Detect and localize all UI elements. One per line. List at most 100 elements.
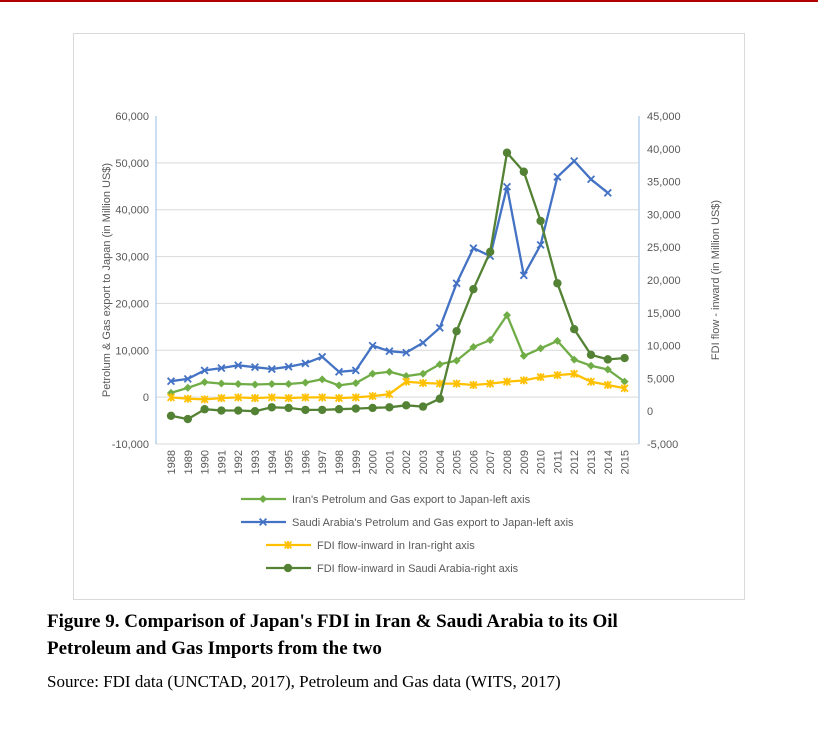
marker-diamond: [318, 375, 327, 384]
marker-diamond: [536, 344, 545, 353]
marker-diamond: [301, 378, 310, 387]
left-axis-tick-label: 40,000: [115, 205, 149, 217]
x-axis-tick-label: 1998: [334, 450, 346, 474]
marker-circle: [603, 355, 612, 364]
marker-diamond: [200, 378, 209, 387]
x-axis-tick-label: 2000: [368, 450, 380, 474]
series-line-0: [170, 313, 626, 395]
right-axis-title: FDI flow - inward (in Million US$): [710, 200, 722, 360]
marker-circle: [519, 167, 528, 176]
figure-source: Source: FDI data (UNCTAD, 2017), Petrole…: [47, 672, 561, 691]
right-axis-tick-label: 0: [647, 406, 653, 418]
marker-circle: [435, 394, 444, 403]
right-axis-tick-label: 20,000: [647, 275, 681, 287]
marker-circle: [553, 279, 562, 288]
marker-circle: [301, 405, 310, 415]
right-axis-tick-label: -5,000: [647, 439, 678, 451]
marker-circle: [586, 350, 596, 359]
left-axis-tick-label: 60,000: [115, 111, 149, 123]
marker-circle: [217, 406, 226, 415]
marker-x-stroke: [334, 367, 344, 376]
marker-diamond: [284, 380, 293, 389]
marker-x-stroke: [586, 175, 596, 184]
right-axis-tick-label: 5,000: [647, 373, 675, 385]
figure-caption: Figure 9. Comparison of Japan's FDI in I…: [47, 608, 777, 662]
marker-x-stroke: [519, 271, 528, 280]
marker-circle: [418, 402, 428, 411]
marker-x-stroke: [402, 348, 411, 357]
marker-diamond: [452, 356, 461, 365]
marker-x-stroke: [553, 172, 562, 181]
x-axis-tick-label: 2013: [586, 450, 598, 474]
marker-circle: [166, 411, 176, 420]
marker-circle: [570, 325, 579, 334]
marker-diamond: [620, 377, 629, 386]
marker-x-stroke: [603, 188, 612, 197]
legend-label: FDI flow-inward in Saudi Arabia-right ax…: [317, 563, 519, 575]
legend-label: FDI flow-inward in Iran-right axis: [317, 540, 475, 552]
marker-diamond: [351, 379, 360, 388]
marker-diamond: [435, 360, 444, 369]
marker-x-stroke: [418, 338, 428, 347]
marker-circle: [283, 563, 293, 573]
marker-circle: [368, 403, 377, 413]
marker-diamond: [251, 380, 259, 389]
marker-x-stroke: [570, 156, 579, 166]
marker-diamond: [234, 380, 243, 389]
marker-circle: [284, 403, 293, 413]
marker-x-stroke: [166, 377, 176, 386]
right-axis-tick-label: 40,000: [647, 144, 681, 156]
x-axis-tick-label: 1991: [216, 450, 228, 474]
marker-diamond: [259, 495, 267, 503]
marker-x-stroke: [318, 352, 327, 361]
chart-frame: 60,000 50,000 40,000 30,000 20,000 10,000 0 -10…: [73, 33, 745, 600]
x-axis-tick-label: 2010: [536, 450, 548, 474]
right-axis-tick-label: 45,000: [647, 111, 681, 123]
marker-x-stroke: [258, 517, 268, 527]
marker-circle: [469, 284, 478, 294]
figure-caption-line1: Figure 9. Comparison of Japan's FDI in I…: [47, 611, 618, 632]
x-axis-tick-label: 2002: [401, 450, 413, 474]
left-axis-tick-label: 0: [143, 392, 149, 404]
marker-x-stroke: [502, 182, 512, 191]
x-axis-tick-label: 2012: [569, 450, 581, 474]
x-axis-tick-label: 2015: [620, 450, 632, 474]
x-axis-tick-label: 1994: [267, 450, 279, 474]
x-axis-tick-label: 2014: [603, 450, 615, 474]
legend-label: Iran's Petrolum and Gas export to Japan-…: [292, 494, 531, 506]
marker-circle: [486, 247, 495, 256]
right-axis-tick-label: 30,000: [647, 209, 681, 221]
marker-x-stroke: [435, 323, 444, 332]
marker-x-stroke: [217, 364, 226, 373]
marker-diamond: [570, 355, 579, 364]
left-axis-tick-label: 10,000: [115, 345, 149, 357]
marker-circle: [267, 403, 276, 412]
marker-x-stroke: [284, 362, 293, 371]
x-axis-tick-label: 2005: [452, 450, 464, 474]
marker-circle: [502, 148, 512, 157]
marker-diamond: [419, 369, 427, 378]
x-axis-tick-label: 1999: [351, 450, 363, 474]
marker-x-stroke: [267, 364, 276, 374]
x-axis-tick-label: 1990: [200, 450, 212, 474]
marker-circle: [620, 353, 629, 363]
page-top-rule: [0, 0, 818, 2]
marker-circle: [334, 405, 344, 414]
left-axis-tick-label: 50,000: [115, 158, 149, 170]
marker-diamond: [503, 311, 511, 320]
marker-diamond: [587, 361, 595, 370]
x-axis-tick-label: 2006: [468, 450, 480, 474]
right-axis-tick-label: 35,000: [647, 177, 681, 189]
right-axis-tick-label: 15,000: [647, 308, 681, 320]
left-axis-title: Petrolum & Gas export to Japan (in Milli…: [101, 163, 113, 397]
marker-circle: [385, 403, 394, 412]
x-axis-tick-label: 2011: [552, 450, 564, 474]
x-axis-tick-label: 2001: [384, 450, 396, 474]
x-axis-tick-label: 2003: [418, 450, 430, 474]
x-axis-tick-label: 1992: [233, 450, 245, 474]
left-axis-tick-label: -10,000: [112, 439, 149, 451]
marker-circle: [351, 404, 360, 413]
series-line-3: [170, 151, 625, 421]
marker-diamond: [486, 335, 495, 344]
x-axis-tick-label: 1989: [183, 450, 195, 474]
